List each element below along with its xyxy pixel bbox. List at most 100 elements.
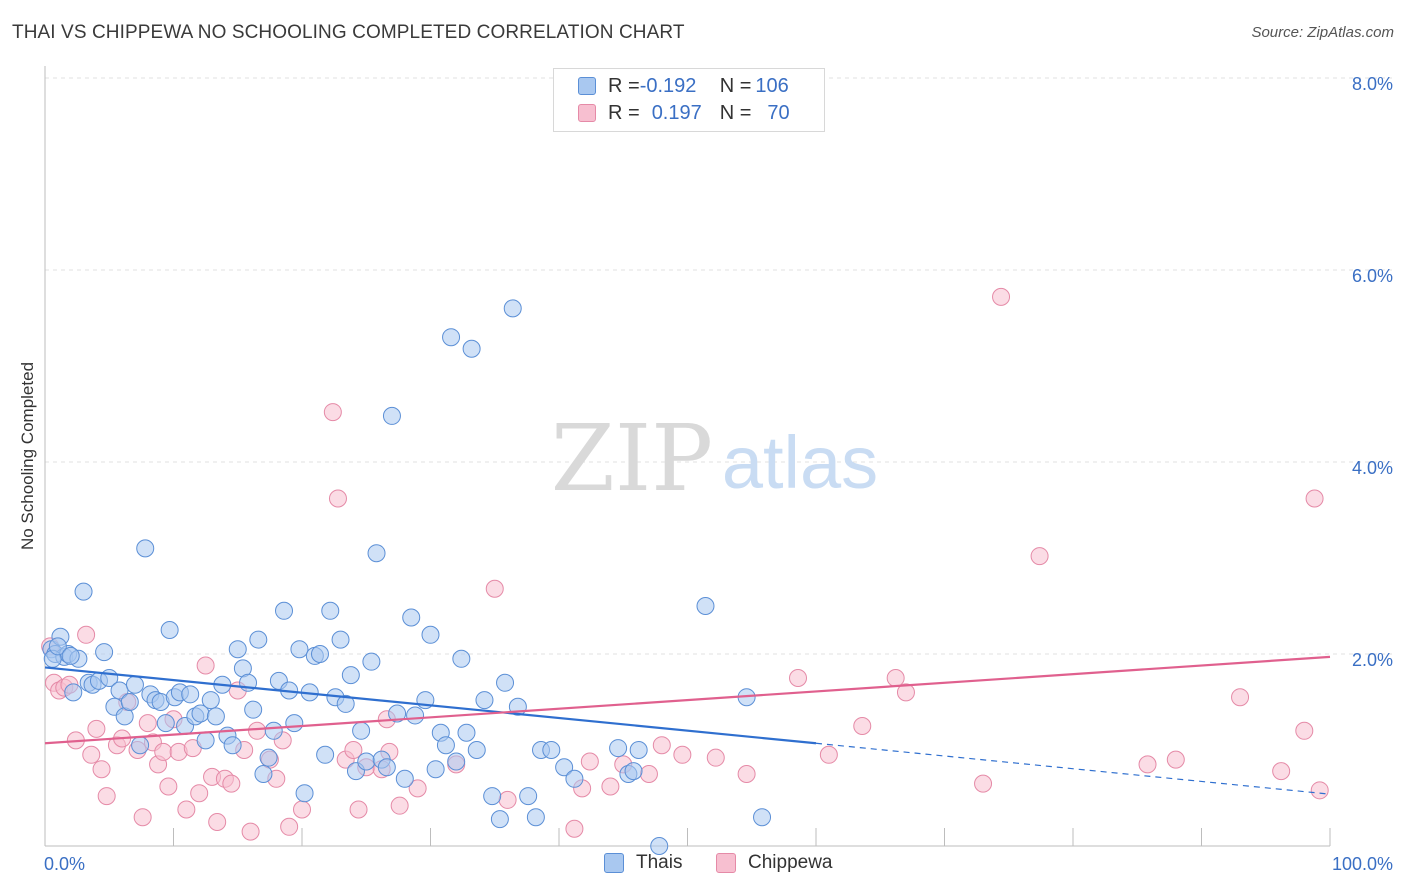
chippewa-point <box>280 817 299 836</box>
thais-point <box>259 748 278 767</box>
thais-point <box>160 621 179 639</box>
series-legend: Thais Chippewa <box>0 852 1406 878</box>
watermark-atlas: atlas <box>722 421 878 504</box>
chippewa-point <box>1231 688 1250 707</box>
thais-point <box>357 752 376 771</box>
thais-point <box>310 645 329 663</box>
chippewa-point <box>177 800 196 819</box>
thais-point <box>290 640 309 659</box>
chippewa-point <box>390 796 409 815</box>
thais-point <box>421 625 440 644</box>
thais-point <box>519 787 538 806</box>
chippewa-point <box>737 765 756 783</box>
chippewa-point <box>196 656 215 675</box>
chippewa-point <box>1295 721 1314 740</box>
thais-point <box>206 707 225 726</box>
chippewa-point <box>190 784 209 803</box>
chippewa-point <box>789 669 808 687</box>
thais-point <box>402 608 421 627</box>
chippewa-point <box>241 822 260 841</box>
thais-point <box>285 714 304 733</box>
chippewa-point <box>159 777 178 796</box>
chippewa-point <box>706 748 725 767</box>
chippewa-point <box>344 741 363 759</box>
chippewa-point <box>853 717 872 735</box>
chippewa-point <box>208 813 227 831</box>
thais-point <box>223 736 242 755</box>
legend-r-label: R = <box>608 101 640 124</box>
thais-point <box>95 643 114 662</box>
legend-item-thais[interactable]: Thais <box>604 852 682 874</box>
chippewa-point <box>408 779 427 798</box>
chippewa-point <box>565 819 584 838</box>
thais-trend-line <box>44 666 817 745</box>
thais-point <box>264 721 283 740</box>
legend-n-label: N = <box>719 101 752 124</box>
chippewa-point <box>87 719 106 738</box>
chippewa-point <box>1030 547 1049 566</box>
legend-row-thais: R = -0.192 N = 106 <box>578 73 789 99</box>
chippewa-point <box>323 403 342 422</box>
legend-label-thais: Thais <box>636 852 683 873</box>
thais-point <box>629 741 648 759</box>
chippewa-point <box>1310 781 1329 800</box>
y-tick-label: 4.0% <box>1352 458 1393 478</box>
tick-labels: 2.0% 4.0% 6.0% 8.0% 0.0% 100.0% <box>44 74 1393 874</box>
chippewa-point <box>1166 750 1185 769</box>
y-tick-label: 6.0% <box>1352 266 1393 286</box>
thais-point <box>565 769 584 788</box>
thais-point <box>436 736 455 755</box>
y-tick-label: 2.0% <box>1352 650 1393 670</box>
thais-swatch <box>604 853 624 873</box>
thais-point <box>341 666 360 685</box>
thais-point <box>624 762 643 781</box>
thais-trend-extension <box>815 742 1331 795</box>
thais-point <box>331 630 350 649</box>
chippewa-point <box>97 787 116 806</box>
axes <box>44 66 1331 847</box>
chippewa-point <box>349 800 368 819</box>
thais-point <box>555 758 574 777</box>
thais-point <box>254 765 273 783</box>
chippewa-trend-line <box>44 655 1331 745</box>
chippewa-point <box>652 736 671 755</box>
legend-item-chippewa[interactable]: Chippewa <box>716 852 833 874</box>
thais-point <box>753 808 772 827</box>
thais-point <box>367 544 386 563</box>
thais-points <box>42 299 772 855</box>
chippewa-point <box>992 287 1011 306</box>
thais-point <box>295 784 314 803</box>
chippewa-point <box>1272 762 1291 781</box>
chippewa-point <box>498 790 517 809</box>
grid-lines <box>45 77 1392 655</box>
thais-point <box>452 649 471 668</box>
thais-point <box>352 721 371 740</box>
trend-lines <box>44 655 1331 795</box>
chippewa-point <box>886 669 905 687</box>
chippewa-point <box>154 742 173 761</box>
thais-point <box>447 752 466 771</box>
thais-point <box>426 760 445 779</box>
y-tick-label: 8.0% <box>1352 74 1393 94</box>
thais-point <box>490 810 509 829</box>
thais-point <box>609 739 628 758</box>
watermark: ZIP atlas <box>551 405 878 512</box>
thais-point <box>244 700 263 719</box>
thais-point <box>362 652 381 671</box>
thais-point <box>64 683 83 702</box>
thais-point <box>442 328 461 347</box>
thais-point <box>249 630 268 649</box>
chippewa-point <box>819 745 838 764</box>
thais-swatch <box>578 77 596 95</box>
thais-point <box>406 706 425 725</box>
thais-point <box>696 597 715 615</box>
legend-n-value: 106 <box>755 74 789 97</box>
legend-row-chippewa: R = 0.197 N = 70 <box>578 100 790 126</box>
chippewa-point <box>222 774 241 793</box>
thais-point <box>110 681 129 700</box>
chippewa-point <box>92 760 111 779</box>
thais-point <box>650 837 669 855</box>
thais-point <box>316 745 335 764</box>
watermark-zip: ZIP <box>551 405 713 512</box>
thais-point <box>496 673 515 692</box>
